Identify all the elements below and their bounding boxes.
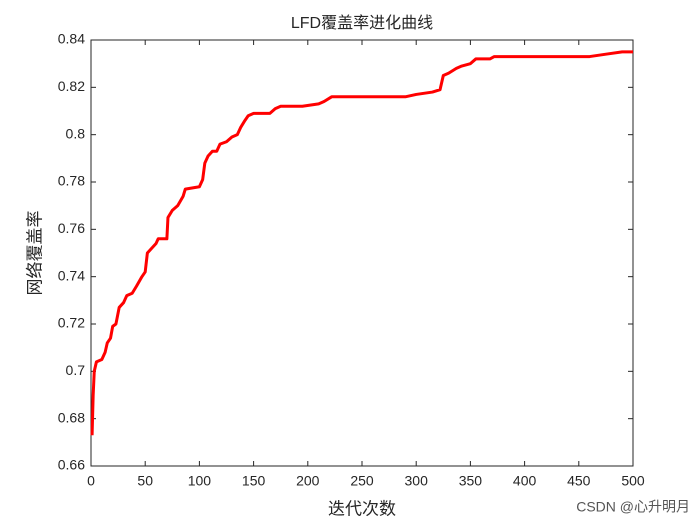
- x-axis-label: 迭代次数: [328, 499, 396, 518]
- x-tick-label: 300: [405, 473, 429, 489]
- x-tick-label: 50: [137, 473, 153, 489]
- y-tick-label: 0.7: [66, 362, 86, 378]
- x-tick-label: 450: [567, 473, 591, 489]
- y-tick-label: 0.84: [58, 31, 85, 47]
- chart-title: LFD覆盖率进化曲线: [291, 14, 433, 32]
- y-tick-label: 0.74: [58, 267, 85, 283]
- x-tick-label: 250: [350, 473, 374, 489]
- y-tick-label: 0.72: [58, 315, 85, 331]
- y-axis-label: 网络覆盖率: [25, 211, 44, 296]
- x-tick-label: 400: [513, 473, 537, 489]
- y-tick-label: 0.66: [58, 457, 85, 473]
- line: [90, 50, 633, 436]
- y-tick-label: 0.76: [58, 220, 85, 236]
- x-tick-label: 350: [459, 473, 483, 489]
- x-tick-label: 150: [242, 473, 266, 489]
- x-tick-label: 0: [87, 473, 95, 489]
- x-tick-label: 500: [621, 473, 645, 489]
- y-tick-label: 0.78: [58, 173, 85, 189]
- y-tick-label: 0.68: [58, 409, 85, 425]
- x-tick-label: 200: [296, 473, 320, 489]
- plot-area: [90, 39, 634, 467]
- y-tick-label: 0.8: [66, 125, 86, 141]
- y-tick-label: 0.82: [58, 78, 85, 94]
- x-tick-label: 100: [188, 473, 212, 489]
- watermark: CSDN @心升明月: [576, 499, 690, 515]
